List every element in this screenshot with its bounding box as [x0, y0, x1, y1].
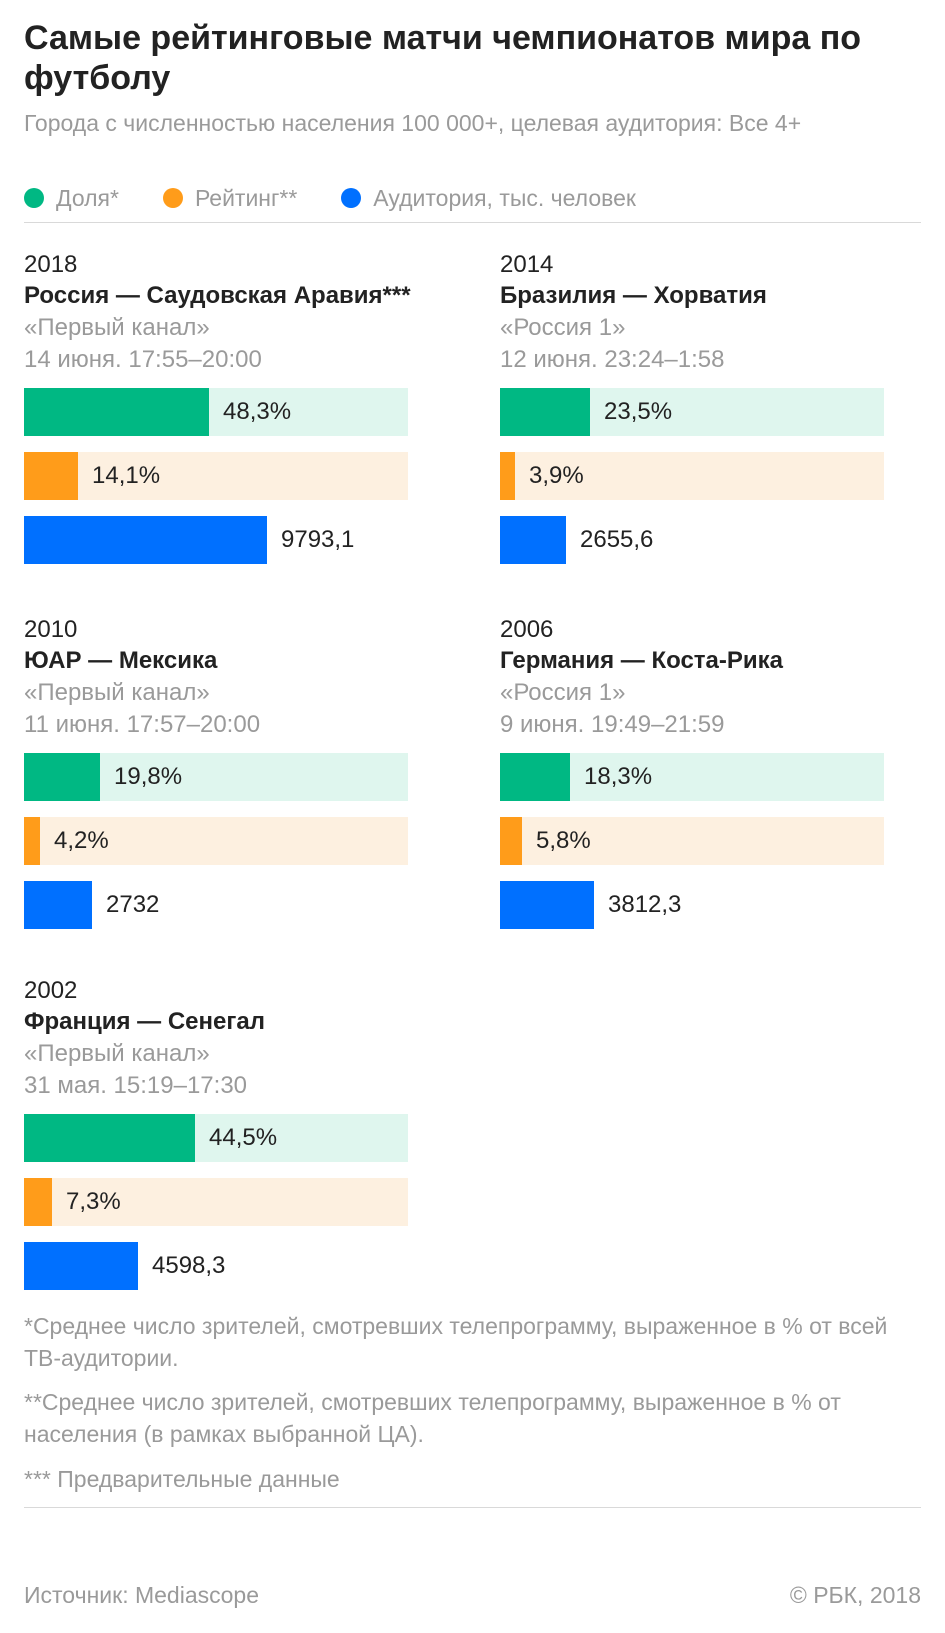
panel-time: 9 июня. 19:49–21:59 — [500, 711, 725, 738]
match-panel-2014: 2014 Бразилия — Хорватия «Россия 1» 12 июня… — [500, 250, 900, 580]
audience-bar — [24, 881, 92, 929]
match-panel-2006: 2006 Германия — Коста-Рика «Россия 1» 9 июн… — [500, 615, 900, 945]
match-panel-2002: 2002 Франция — Сенегал «Первый канал» 31 ма… — [24, 976, 424, 1306]
rating-value-label: 14,1% — [92, 462, 161, 489]
audience-value-label: 2732 — [106, 891, 160, 918]
panel-time: 31 мая. 15:19–17:30 — [24, 1072, 248, 1099]
share-value-label: 44,5% — [209, 1124, 278, 1151]
share-value-label: 23,5% — [604, 398, 673, 425]
bottom-divider — [24, 1507, 921, 1508]
legend-label-rating: Рейтинг** — [194, 184, 298, 211]
rating-value-label: 3,9% — [529, 462, 584, 489]
panel-channel: «Россия 1» — [500, 314, 626, 341]
panel-bars: 48,3% 14,1% 9793,1 — [24, 388, 424, 564]
legend-label-audience: Аудитория, тыс. человек — [373, 184, 636, 211]
match-panel-2010: 2010 ЮАР — Мексика «Первый канал» 11 июня. … — [24, 615, 424, 945]
rating-bar — [500, 817, 522, 865]
share-value-label: 48,3% — [223, 398, 292, 425]
audience-bar-row: 3812,3 — [500, 881, 900, 929]
audience-bar — [500, 516, 566, 564]
rating-bar-row: 4,2% — [24, 817, 424, 865]
share-bar — [500, 753, 570, 801]
panel-channel: «Первый канал» — [24, 314, 210, 341]
panel-match: Германия — Коста-Рика — [500, 647, 784, 674]
rating-value-label: 7,3% — [66, 1188, 121, 1215]
legend-dot-rating — [162, 188, 183, 208]
share-bar — [24, 753, 100, 801]
rating-bar-track — [500, 452, 884, 500]
footnote-share: *Среднее число зрителей, смотревших теле… — [24, 1313, 888, 1371]
share-value-label: 18,3% — [584, 763, 653, 790]
panel-year: 2006 — [500, 616, 554, 643]
panel-year: 2002 — [24, 977, 78, 1004]
rating-bar-track — [24, 1178, 408, 1226]
panel-year: 2014 — [500, 251, 554, 278]
rating-bar — [24, 452, 78, 500]
panel-match: Франция — Сенегал — [24, 1008, 265, 1035]
panel-match: Россия — Саудовская Аравия*** — [24, 282, 411, 309]
audience-bar-row: 2655,6 — [500, 516, 900, 564]
audience-bar-row: 9793,1 — [24, 516, 424, 564]
rating-bar — [24, 817, 40, 865]
rating-bar — [24, 1178, 52, 1226]
audience-bar — [24, 516, 267, 564]
panel-bars: 44,5% 7,3% 4598,3 — [24, 1114, 424, 1290]
panel-year: 2018 — [24, 251, 78, 278]
panel-channel: «Первый канал» — [24, 1040, 210, 1067]
audience-value-label: 9793,1 — [281, 526, 355, 553]
panel-year: 2010 — [24, 616, 78, 643]
share-bar-row: 19,8% — [24, 753, 424, 801]
top-divider — [24, 222, 921, 223]
rating-bar-row: 14,1% — [24, 452, 424, 500]
audience-value-label: 4598,3 — [152, 1252, 226, 1279]
panel-match: Бразилия — Хорватия — [500, 282, 767, 309]
copyright-note: © РБК, 2018 — [789, 1582, 921, 1608]
share-bar-row: 48,3% — [24, 388, 424, 436]
panel-bars: 18,3% 5,8% 3812,3 — [500, 753, 900, 929]
chart-title: Самые рейтинговые матчи чемпионатов мира… — [24, 19, 862, 97]
audience-bar-row: 2732 — [24, 881, 424, 929]
legend-item-audience: Аудитория, тыс. человек — [341, 185, 636, 212]
footnote-preliminary: *** Предварительные данные — [24, 1466, 340, 1492]
legend: Доля* Рейтинг** Аудитория, тыс. человек — [24, 182, 680, 214]
audience-value-label: 3812,3 — [608, 891, 682, 918]
legend-item-share: Доля* — [24, 185, 119, 212]
rating-bar-row: 7,3% — [24, 1178, 424, 1226]
panel-time: 12 июня. 23:24–1:58 — [500, 346, 725, 373]
audience-value-label: 2655,6 — [580, 526, 654, 553]
legend-dot-audience — [341, 188, 362, 208]
rating-bar-row: 3,9% — [500, 452, 900, 500]
rating-value-label: 5,8% — [536, 827, 591, 854]
panel-bars: 23,5% 3,9% 2655,6 — [500, 388, 900, 564]
footnote-rating: **Среднее число зрителей, смотревших тел… — [24, 1389, 841, 1447]
panel-channel: «Первый канал» — [24, 679, 210, 706]
share-value-label: 19,8% — [114, 763, 183, 790]
rating-bar-track — [24, 817, 408, 865]
rating-bar-row: 5,8% — [500, 817, 900, 865]
panel-channel: «Россия 1» — [500, 679, 626, 706]
legend-dot-share — [24, 188, 44, 208]
legend-label-share: Доля* — [56, 184, 119, 211]
audience-bar-row: 4598,3 — [24, 1242, 424, 1290]
source-note: Источник: Mediascope — [24, 1582, 259, 1608]
legend-item-rating: Рейтинг** — [162, 184, 298, 212]
share-bar — [24, 1114, 195, 1162]
panel-match: ЮАР — Мексика — [24, 647, 218, 674]
rating-bar-track — [24, 452, 408, 500]
panel-time: 11 июня. 17:57–20:00 — [24, 711, 261, 738]
share-bar-row: 44,5% — [24, 1114, 424, 1162]
match-panel-2018: 2018 Россия — Саудовская Аравия*** «Первый… — [24, 250, 424, 580]
share-bar — [500, 388, 590, 436]
rating-bar-track — [500, 817, 884, 865]
audience-bar — [24, 1242, 138, 1290]
share-bar-row: 23,5% — [500, 388, 900, 436]
share-bar-row: 18,3% — [500, 753, 900, 801]
chart-subtitle: Города с численностью населения 100 000+… — [24, 110, 802, 136]
rating-bar — [500, 452, 515, 500]
rating-value-label: 4,2% — [54, 827, 109, 854]
audience-bar — [500, 881, 594, 929]
share-bar — [24, 388, 209, 436]
panel-bars: 19,8% 4,2% 2732 — [24, 753, 424, 929]
panel-time: 14 июня. 17:55–20:00 — [24, 346, 262, 373]
